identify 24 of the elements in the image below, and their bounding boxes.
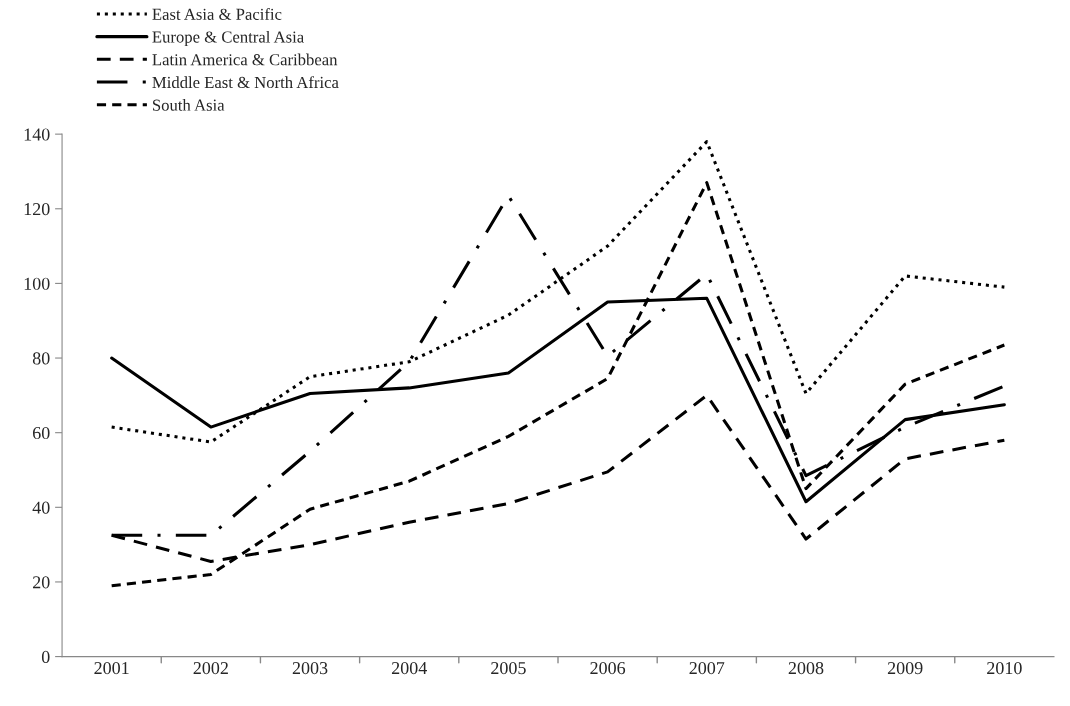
- legend-label: South Asia: [153, 99, 225, 111]
- x-tick-label: 2002: [193, 661, 228, 675]
- y-tick-label: 100: [24, 277, 50, 290]
- x-tick-label: 2001: [94, 661, 129, 675]
- legend-label: Latin America & Caribbean: [152, 53, 338, 66]
- legend-label: Middle East & North Africa: [152, 76, 339, 89]
- line-series: [110, 181, 1006, 588]
- y-tick-label: 40: [32, 501, 50, 514]
- y-tick-label: 60: [32, 426, 50, 440]
- y-tick-label: 0: [41, 650, 50, 664]
- y-tick-label: 120: [24, 203, 50, 216]
- x-tick-label: 2009: [887, 661, 923, 675]
- x-tick-label: 2008: [788, 661, 824, 675]
- y-tick-label: 20: [32, 576, 50, 589]
- x-tick-label: 2004: [391, 661, 427, 675]
- legend-label: East Asia & Pacific: [152, 8, 282, 20]
- x-tick-label: 2010: [987, 661, 1022, 675]
- x-tick-label: 2003: [292, 661, 328, 675]
- y-tick-label: 80: [32, 352, 50, 365]
- x-tick-label: 2005: [491, 661, 526, 675]
- legend-label: Europe & Central Asia: [152, 30, 304, 47]
- x-tick-label: 2007: [689, 661, 725, 675]
- y-tick-label: 140: [24, 128, 50, 141]
- x-tick-label: 2006: [590, 661, 626, 675]
